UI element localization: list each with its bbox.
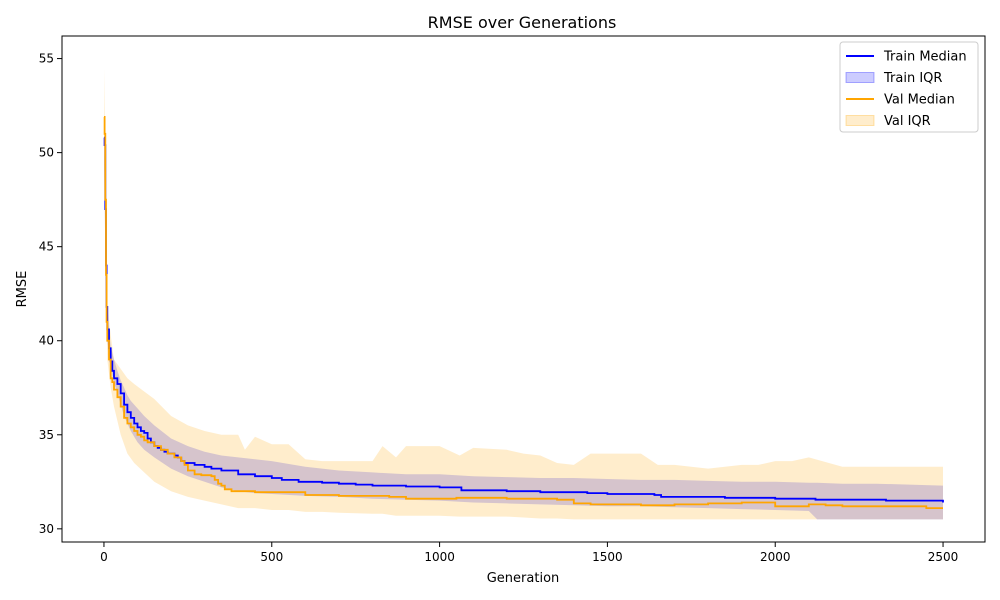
y-axis-ticks: 30 35 40 45 50 55 [39,52,62,536]
chart-title: RMSE over Generations [428,13,617,32]
legend-label: Val Median [884,93,955,108]
legend-box [839,41,979,133]
y-tick-label: 35 [39,428,54,442]
train-median-line [103,136,944,503]
legend-label: Train Median [883,50,967,65]
plot-frame [61,35,986,543]
y-axis-label: RMSE [15,271,30,308]
legend-swatch [845,72,875,83]
x-tick-label: 2500 [928,550,959,564]
y-tick-label: 50 [39,146,54,160]
y-tick-label: 30 [39,522,54,536]
y-tick-label: 55 [39,52,54,66]
x-tick-label: 1000 [424,550,455,564]
iqr-bands [104,68,943,520]
y-tick-label: 45 [39,240,54,254]
val-iqr-band [104,68,943,520]
x-tick-label: 0 [100,550,108,564]
legend: Train Median Train IQR Val Median Val IQR [839,41,979,133]
x-axis-label: Generation [487,571,560,586]
median-lines [103,116,944,509]
x-tick-label: 1500 [592,550,623,564]
x-axis-ticks: 0 500 1000 1500 2000 2500 [100,542,958,564]
legend-label: Train IQR [883,71,942,86]
legend-label: Val IQR [884,114,931,129]
legend-swatch [845,115,875,126]
x-tick-label: 500 [260,550,283,564]
y-tick-label: 40 [39,334,54,348]
x-tick-label: 2000 [760,550,791,564]
val-median-line [103,116,943,509]
